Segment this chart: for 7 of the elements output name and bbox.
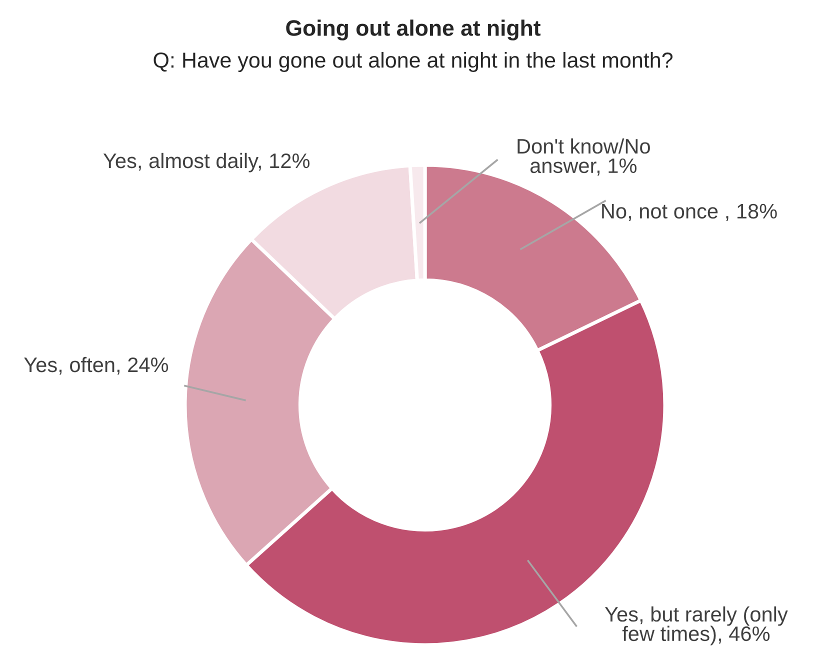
slice-label: No, not once , 18% (602, 204, 777, 222)
slice-label: Don't know/No answer, 1% (518, 138, 650, 176)
chart-title: Going out alone at night (286, 20, 540, 40)
slice-label: Yes, but rarely (only few times), 46% (604, 606, 788, 646)
chart-subtitle: Q: Have you gone out alone at night in the last month? (154, 52, 673, 72)
slice-label: Yes, almost daily, 12% (103, 152, 310, 172)
slice-label: Yes, often, 24% (24, 356, 168, 375)
